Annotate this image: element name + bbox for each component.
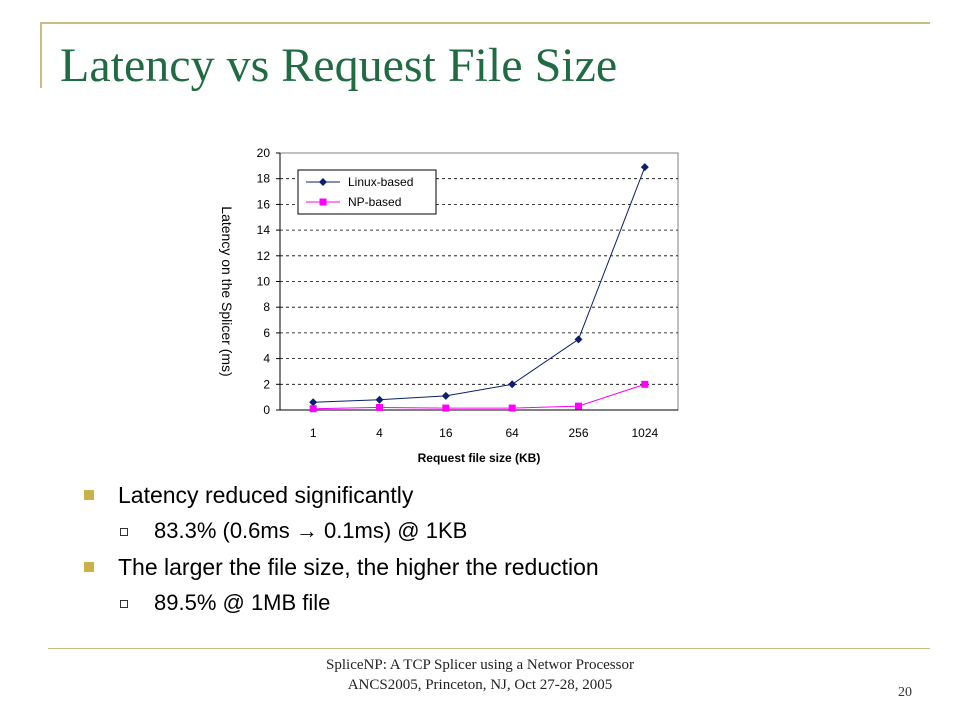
page-number: 20 [898,685,912,700]
slide-frame-left [40,22,42,88]
latency-chart: 0 2 4 6 8 10 12 14 16 18 20 1 4 16 64 256 1024 Request fi… [200,140,700,470]
series-line-linux-based [313,166,646,403]
data-point-diamond [508,380,517,389]
footer-divider [48,648,930,649]
data-point-diamond [640,163,649,172]
bullet-item: Latency reduced significantly [80,478,900,514]
y-tick-label: 12 [257,249,271,263]
data-point-diamond [441,391,450,400]
footer-line-2: ANCS2005, Princeton, NJ, Oct 27-28, 2005 [347,677,613,693]
x-tick-label: 4 [376,426,383,440]
slide-footer: SpliceNP: A TCP Splicer using a Networ P… [230,655,730,695]
legend-label: NP-based [348,195,401,209]
bullet-item: The larger the file size, the higher the… [80,550,900,586]
y-tick-label: 10 [257,275,271,289]
y-tick-label: 8 [263,300,270,314]
data-point-square [508,404,516,412]
bullet-text: The larger the file size, the higher the… [118,554,599,580]
sub-bullet-box-icon [120,528,128,536]
x-tick-label: 16 [439,426,453,440]
arrow-right-icon: → [295,518,318,543]
legend-box [297,169,437,215]
sub-bullet-item: 89.5% @ 1MB file [80,586,900,622]
bullet-list: Latency reduced significantly 83.3% (0.6… [80,478,900,622]
sub-bullet-text: 89.5% @ 1MB file [154,590,331,615]
data-point-diamond [574,335,583,344]
slide-frame-top [40,22,930,24]
y-tick-label: 18 [257,172,271,186]
y-tick-label: 6 [263,326,270,340]
y-tick-label: 0 [263,403,270,417]
y-tick-label: 14 [257,223,271,237]
data-point-square [575,402,582,410]
legend-marker-square [319,198,327,206]
x-tick-label: 1 [310,426,317,440]
footer-line-1: SpliceNP: A TCP Splicer using a Networ P… [326,657,634,673]
legend-label: Linux-based [348,175,413,189]
sub-bullet-box-icon [120,600,128,608]
sub-bullet-text-before: 83.3% (0.6ms [154,518,296,543]
x-axis-label: Request file size (KB) [418,451,541,465]
slide-title: Latency vs Request File Size [60,39,618,92]
bullet-text: Latency reduced significantly [118,482,414,508]
sub-bullet-item: 83.3% (0.6ms → 0.1ms) @ 1KB [80,514,900,550]
y-axis-label: Latency on the Splicer (ms) [219,206,235,376]
data-point-square [309,405,317,413]
legend-marker-diamond [319,178,327,186]
y-tick-label: 16 [257,197,271,211]
sub-bullet-text-after: 0.1ms) @ 1KB [317,518,468,543]
y-tick-label: 20 [257,146,271,160]
x-tick-label: 1024 [631,426,658,440]
y-tick-label: 2 [263,377,270,391]
x-tick-label: 256 [568,426,588,440]
data-point-square [376,403,383,411]
bullet-square-icon [84,562,94,572]
data-point-square [442,404,450,412]
bullet-square-icon [84,490,94,500]
y-tick-label: 4 [263,352,270,366]
x-tick-label: 64 [505,426,519,440]
series-line-np-based [313,383,645,410]
data-point-diamond [309,398,318,407]
data-point-diamond [375,395,384,404]
data-point-square [641,380,649,388]
